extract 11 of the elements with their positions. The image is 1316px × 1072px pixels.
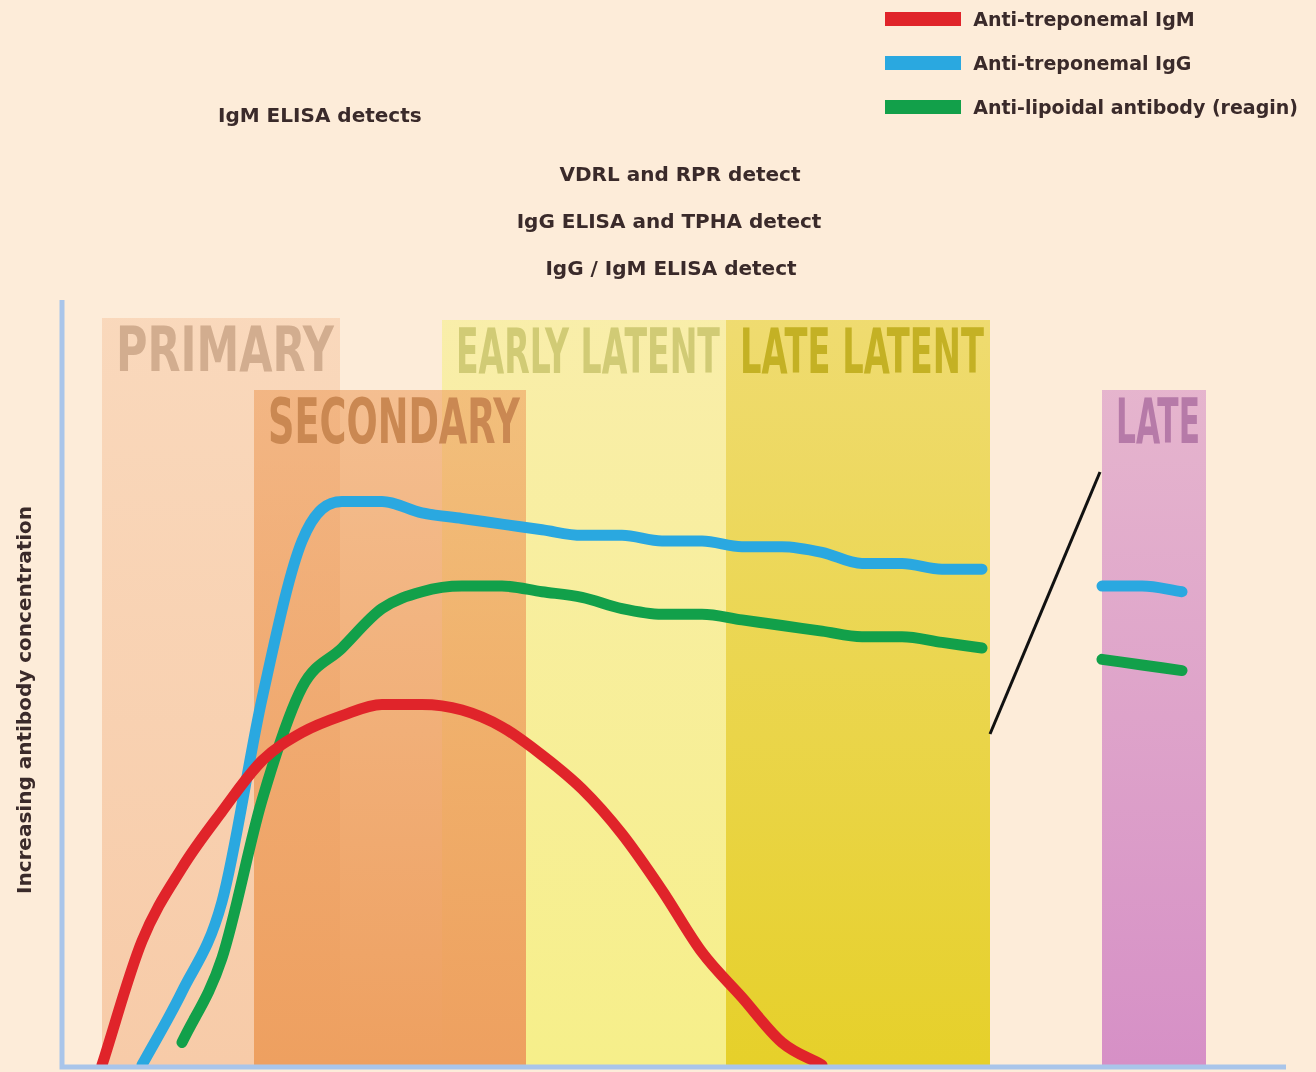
text: VDRL and RPR detect <box>558 162 802 186</box>
legend-label: Anti-treponemal IgG <box>973 52 1192 74</box>
text: LATE <box>1116 385 1200 458</box>
text: SECONDARY <box>268 385 521 458</box>
text: IgG ELISA and TPHA detect <box>515 209 823 233</box>
legend-label: Anti-treponemal IgM <box>973 8 1195 30</box>
legend-label: Anti-lipoidal antibody (reagin) <box>973 96 1298 118</box>
text: IgG / IgM ELISA detect <box>544 256 798 280</box>
text: LATE LATENT <box>740 314 985 388</box>
y-axis-title: Increasing antibody concentration <box>12 505 36 895</box>
text: IgM ELISA detects <box>218 103 423 127</box>
